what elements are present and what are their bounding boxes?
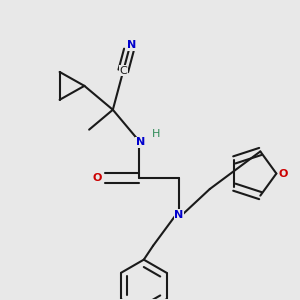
Text: O: O xyxy=(278,169,288,178)
Text: N: N xyxy=(136,137,145,147)
Text: O: O xyxy=(92,173,102,183)
Text: N: N xyxy=(174,210,184,220)
Text: N: N xyxy=(127,40,136,50)
Text: H: H xyxy=(152,129,160,140)
Text: C: C xyxy=(119,66,127,76)
